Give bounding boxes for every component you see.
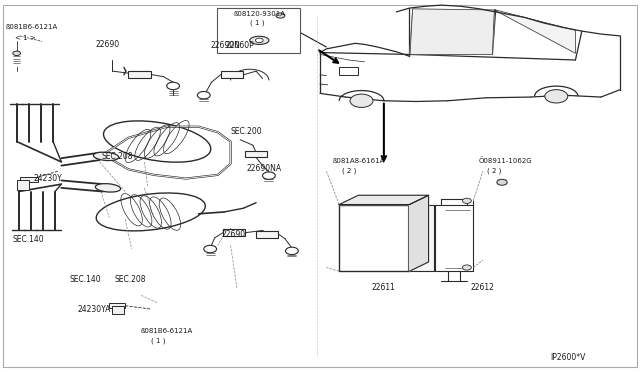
Bar — [244, 151, 267, 157]
Bar — [339, 205, 410, 271]
Bar — [408, 205, 434, 271]
Text: SEC.200: SEC.200 — [230, 126, 262, 136]
Ellipse shape — [250, 36, 269, 44]
Text: SEC.140: SEC.140 — [12, 235, 44, 244]
Text: ( 2 ): ( 2 ) — [487, 167, 502, 174]
Ellipse shape — [95, 184, 120, 192]
Circle shape — [545, 90, 568, 103]
Text: SEC.208: SEC.208 — [115, 275, 146, 284]
Bar — [113, 307, 124, 314]
Polygon shape — [339, 195, 429, 205]
Text: 22690N: 22690N — [210, 41, 240, 50]
Circle shape — [497, 179, 507, 185]
Text: ( 1 ): ( 1 ) — [151, 338, 165, 344]
Text: Õ08911-1062G: Õ08911-1062G — [478, 157, 532, 164]
Ellipse shape — [104, 121, 211, 162]
Circle shape — [204, 245, 216, 253]
Bar — [221, 71, 243, 78]
Text: 22690: 22690 — [95, 39, 119, 49]
Text: 24230YA: 24230YA — [77, 305, 111, 314]
Text: 22611: 22611 — [371, 283, 395, 292]
Ellipse shape — [96, 193, 205, 231]
Bar — [17, 180, 29, 190]
Text: 24230Y: 24230Y — [34, 174, 63, 183]
Bar — [109, 303, 125, 308]
Text: < 1 >: < 1 > — [15, 35, 35, 41]
Circle shape — [350, 94, 373, 108]
Text: ( 1 ): ( 1 ) — [250, 20, 264, 26]
Text: IP2600*V: IP2600*V — [550, 353, 585, 362]
Bar — [216, 8, 300, 52]
Bar — [223, 230, 245, 236]
Circle shape — [167, 82, 179, 90]
Circle shape — [197, 92, 210, 99]
Circle shape — [463, 265, 471, 270]
Polygon shape — [410, 195, 429, 271]
Text: ß081B6-6121A: ß081B6-6121A — [140, 328, 192, 334]
Circle shape — [13, 51, 20, 55]
Text: ß08120-9301A: ß08120-9301A — [234, 11, 286, 17]
Circle shape — [463, 198, 471, 203]
Polygon shape — [494, 10, 575, 53]
Circle shape — [262, 172, 275, 179]
Ellipse shape — [93, 152, 118, 161]
Text: 22690: 22690 — [221, 230, 245, 240]
Text: ß081A8-6161A: ß081A8-6161A — [333, 158, 385, 164]
Text: 22060P: 22060P — [225, 41, 254, 50]
Circle shape — [276, 13, 285, 18]
Text: ß081B6-6121A: ß081B6-6121A — [6, 24, 58, 30]
Bar — [339, 67, 358, 75]
Bar — [20, 177, 38, 182]
Text: ( 2 ): ( 2 ) — [342, 167, 356, 174]
Bar — [129, 71, 151, 78]
Text: 22690NA: 22690NA — [246, 164, 282, 173]
Circle shape — [285, 247, 298, 254]
Bar — [256, 231, 278, 238]
Polygon shape — [410, 9, 494, 54]
Text: SEC.140: SEC.140 — [70, 275, 101, 284]
Text: SEC.208: SEC.208 — [102, 152, 133, 161]
Text: 22612: 22612 — [470, 283, 494, 292]
Circle shape — [255, 38, 263, 42]
